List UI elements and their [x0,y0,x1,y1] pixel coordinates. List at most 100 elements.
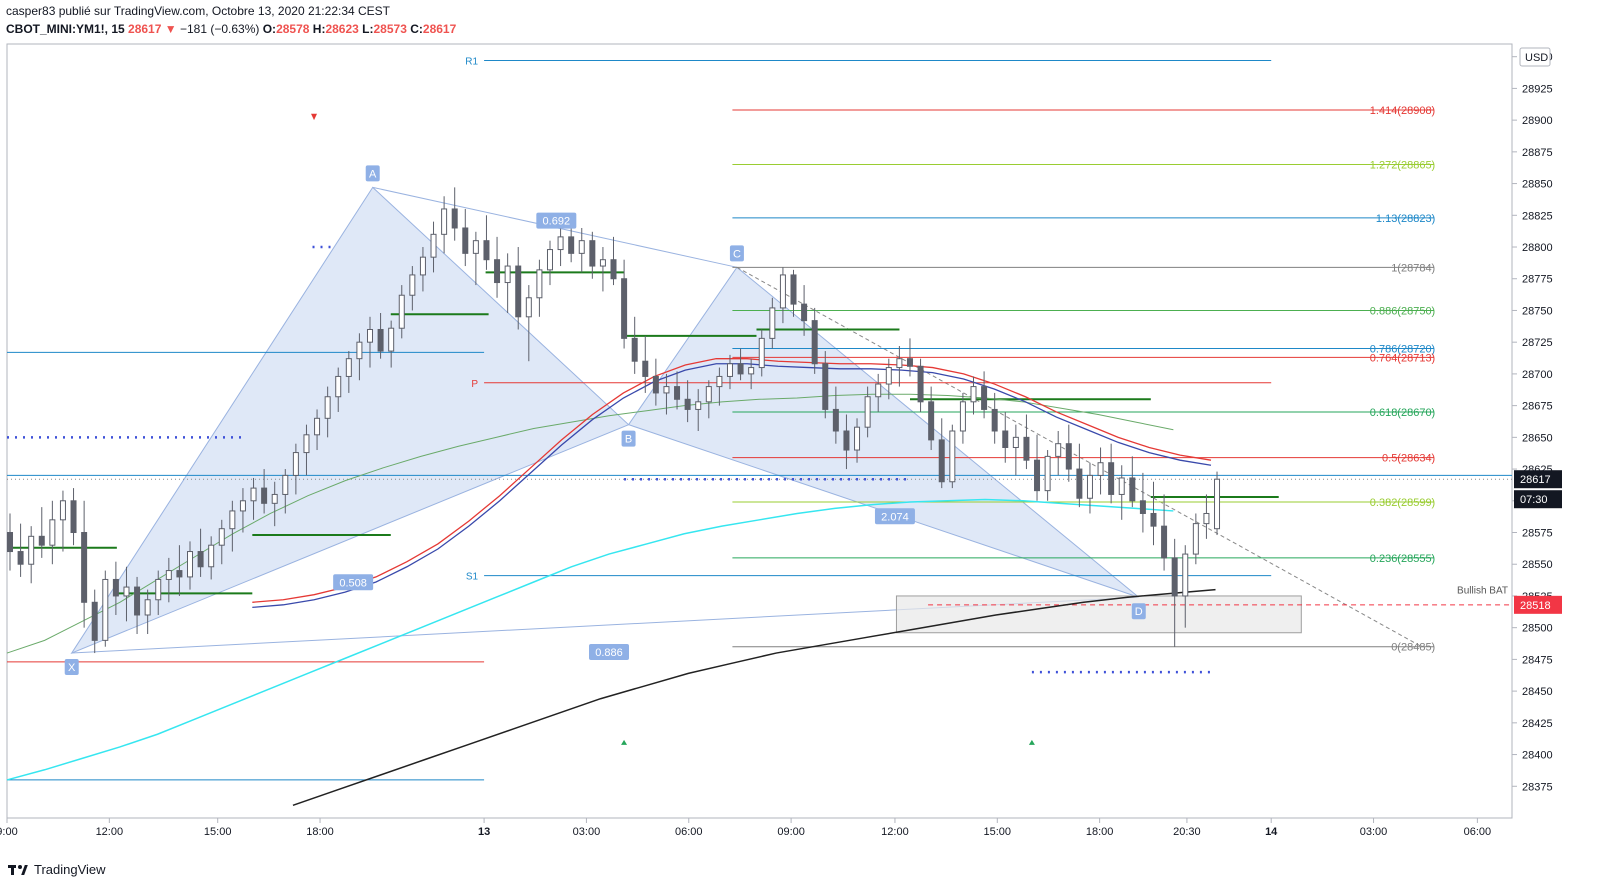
candle [1065,424,1072,482]
candle [748,358,755,390]
candle-body [917,365,924,403]
candle [49,500,56,565]
candle-body [748,367,755,375]
candle-body [716,375,723,388]
x-tick-label: 06:00 [675,826,703,838]
candle [218,519,225,565]
fib-level-label: 0.618(28670) [1370,407,1435,419]
candle [366,316,373,368]
candle [1150,481,1157,546]
pivot-label: S1 [466,572,479,583]
candle-body [1044,455,1051,492]
candle [864,386,871,438]
x-tick-label: 14 [1265,826,1278,838]
candle [134,576,141,635]
y-tick-label: 28400 [1522,750,1553,762]
symbol-name: CBOT_MINI:YM1!, 15 [6,22,125,36]
candle [1161,494,1168,571]
candle-body [419,256,426,276]
x-tick-label: 03:00 [573,826,601,838]
candle [822,351,829,419]
pattern-ratio-label: 0.886 [595,647,623,659]
candle-body [758,337,765,369]
candle [843,414,850,470]
candle-body [991,408,998,432]
candle-body [684,398,691,410]
candle [1012,424,1019,476]
candle-body [282,474,289,495]
candle-body [409,274,416,296]
candle [737,348,744,381]
price-change: −181 (−0.63%) [179,22,260,36]
candle-body [1086,474,1093,499]
pattern-name-label: Bullish BAT [1457,585,1508,596]
fib-level-label: 1(28784) [1391,262,1435,274]
fib-level-label: 0.764(28713) [1370,352,1435,364]
candle-body [261,487,268,504]
candle [282,469,289,514]
fib-level-label: 0(28485) [1391,642,1435,654]
candle [197,528,204,577]
pattern-ratio-badge [589,644,629,661]
candle-body [515,265,522,318]
candle-body [864,396,871,428]
candle [1203,494,1210,539]
x-tick-label: 09:00 [777,826,805,838]
ema-red-line [252,358,1212,603]
tradingview-logo-icon [8,863,30,877]
candle-body [1171,557,1178,597]
candle-body [1118,477,1125,495]
candle [1118,465,1125,520]
candle-body [1192,523,1199,555]
candle-body [462,227,469,254]
candle [674,371,681,410]
candle [7,513,14,571]
candle [70,488,77,546]
candle-body [1150,512,1157,527]
currency-badge [1519,47,1551,67]
candle [1097,447,1104,495]
y-tick-label: 28500 [1522,623,1553,635]
candle-body [197,551,204,568]
low-value: 28573 [373,22,407,36]
candle [1086,462,1093,514]
candle-body [7,532,14,553]
tradingview-brand[interactable]: TradingView [8,862,106,877]
candle-body [981,386,988,410]
pattern-ratio-badge [333,574,374,591]
candle-body [218,528,225,546]
candle [409,266,416,311]
candle [398,285,405,339]
pattern-point-label: A [369,168,377,180]
candle-body [1161,525,1168,559]
candle-body [589,240,596,267]
candle-body [801,303,808,322]
candle [610,236,617,286]
candle-body [790,274,797,305]
fib-level-label: 0.786(28720) [1370,344,1435,356]
y-tick-label: 28650 [1522,432,1553,444]
pattern-point-badge [621,430,636,447]
candle [525,285,532,362]
candle [779,267,786,324]
candle [906,338,913,377]
candle [377,312,384,359]
pattern-ratio-label: 0.692 [543,216,571,228]
candle [59,490,66,552]
candle [303,424,310,476]
symbol-ohlc-line: CBOT_MINI:YM1!, 15 28617 ▼ −181 (−0.63%)… [6,22,457,36]
candle [208,536,215,580]
candle-body [928,401,935,441]
candle [981,371,988,419]
currency-label: USD [1525,52,1548,64]
pivot-label: R1 [465,56,478,67]
candle-body [695,401,702,410]
y-tick-label: 28900 [1522,115,1553,127]
candle-body [451,208,458,229]
candle [1129,456,1136,508]
candle-body [388,327,395,352]
y-tick-label: 28875 [1522,147,1553,159]
candle-body [811,320,818,365]
candle-body [38,535,45,546]
